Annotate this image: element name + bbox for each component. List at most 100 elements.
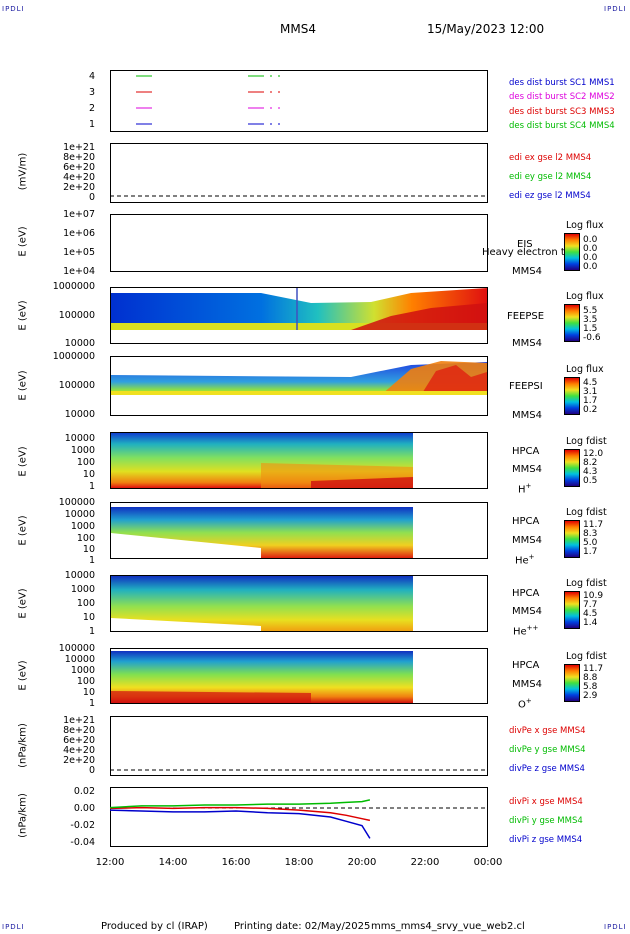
hpca-h-spectrogram (111, 433, 413, 488)
hpca-hepp-instrument: HPCA (512, 588, 540, 599)
edi-legend-y: edi ey gse l2 MMS4 (509, 172, 592, 182)
hpca-he-cb-val: 11.7 (583, 520, 604, 530)
hpca-h-cb-val: 12.0 (583, 449, 604, 459)
eis-instrument: EIS (517, 239, 533, 250)
panel-hpca-he (110, 502, 488, 559)
eis-cb-val: 0.0 (583, 253, 598, 263)
hpca-o-ytick: 10000 (64, 654, 95, 665)
hpca-o-species: O+ (518, 697, 532, 711)
edi-ytick: 8e+20 (63, 152, 95, 163)
divpe-ytick: 2e+20 (63, 755, 95, 766)
feepse-spectrogram (111, 288, 487, 343)
divpe-ytick: 6e+20 (63, 735, 95, 746)
eis-cb-val: 0.0 (583, 244, 598, 254)
edi-ytick: 4e+20 (63, 172, 95, 183)
feepsi-cb-val: 0.2 (583, 405, 598, 415)
xtick-2200: 22:00 (410, 857, 440, 868)
hpca-o-ytick: 100000 (58, 643, 95, 654)
hpca-o-ytick: 1000 (70, 665, 95, 676)
hpca-o-ytick: 100 (76, 676, 95, 687)
hpca-o-spacecraft: MMS4 (512, 679, 542, 690)
hpca-hepp-cb-title: Log fdist (566, 578, 607, 589)
edi-legend-x: edi ex gse l2 MMS4 (509, 153, 592, 163)
hpca-he-ytick: 10 (82, 544, 95, 555)
corner-logo-bottom-left: IPDLI (2, 923, 25, 931)
hpca-hepp-spectrogram (111, 576, 413, 631)
hpca-hepp-ytick: 100 (76, 598, 95, 609)
hpca-hepp-cb-val: 4.5 (583, 609, 598, 619)
divpi-plot (109, 799, 488, 839)
edi-ytick: 6e+20 (63, 162, 95, 173)
hpca-he-instrument: HPCA (512, 516, 540, 527)
hpca-o-cb-val: 5.8 (583, 682, 598, 692)
divpe-ytick: 4e+20 (63, 745, 95, 756)
divpi-ylabel: (nPa/km) (17, 793, 29, 838)
hpca-hepp-ylabel: E (eV) (17, 588, 29, 619)
burst-ytick-4: 4 (88, 71, 95, 82)
edi-ytick: 1e+21 (63, 142, 95, 153)
feepsi-spectrogram (111, 361, 487, 395)
footer-printing-date: Printing date: 02/May/2025 (234, 921, 371, 932)
hpca-hepp-species: He++ (513, 624, 539, 638)
hpca-he-ytick: 100000 (58, 497, 95, 508)
xtick-1600: 16:00 (221, 857, 251, 868)
panel-eis (110, 214, 488, 272)
hpca-h-ytick: 10000 (64, 433, 95, 444)
hpca-o-cb-title: Log fdist (566, 651, 607, 662)
hpca-hepp-cb-val: 7.7 (583, 600, 598, 610)
feepsi-cb-val: 3.1 (583, 387, 598, 397)
edi-ytick: 2e+20 (63, 182, 95, 193)
footer-script: mms_mms4_srvy_vue_web2.cl (371, 921, 525, 932)
hpca-hepp-ytick: 1 (88, 626, 95, 637)
divpi-legend-x: divPi x gse MMS4 (509, 797, 583, 807)
panel-hpca-o (110, 648, 488, 704)
hpca-h-ytick: 1000 (70, 445, 95, 456)
hpca-he-cb-bar (564, 520, 580, 558)
hpca-h-cb-val: 8.2 (583, 458, 598, 468)
edi-ytick: 0 (88, 192, 95, 203)
eis-ylabel: E (eV) (17, 226, 29, 257)
feepsi-cb-title: Log flux (566, 364, 604, 375)
footer-produced: Produced by cl (IRAP) (101, 921, 208, 932)
eis-cb-bar (564, 233, 580, 271)
burst-ytick-2: 2 (88, 103, 95, 114)
hpca-h-ytick: 100 (76, 457, 95, 468)
feepse-cb-val: 3.5 (583, 315, 598, 325)
divpi-ytick: 0.02 (73, 786, 95, 797)
hpca-h-ytick: 1 (88, 481, 95, 492)
hpca-h-cb-val: 4.3 (583, 467, 598, 477)
corner-logo-top-right: IPDLI (604, 5, 627, 13)
hpca-he-spectrogram (111, 507, 413, 558)
edi-zero-line (110, 195, 488, 197)
divpe-zero-line (110, 769, 488, 771)
divpe-ylabel: (nPa/km) (17, 723, 29, 768)
xtick-1400: 14:00 (158, 857, 188, 868)
hpca-he-ytick: 100 (76, 533, 95, 544)
hpca-he-cb-val: 8.3 (583, 529, 598, 539)
feepse-cb-title: Log flux (566, 291, 604, 302)
feepse-cb-val: 5.5 (583, 306, 598, 316)
feepsi-ytick: 10000 (64, 409, 95, 420)
xtick-2000: 20:00 (347, 857, 377, 868)
panel-feepse (110, 287, 488, 344)
datetime-title: 15/May/2023 12:00 (427, 22, 545, 36)
hpca-o-spectrogram (111, 651, 413, 703)
feepse-spacecraft: MMS4 (512, 338, 542, 349)
spacecraft-title: MMS4 (280, 22, 316, 36)
feepsi-cb-bar (564, 377, 580, 415)
feepsi-spacecraft: MMS4 (512, 410, 542, 421)
hpca-h-instrument: HPCA (512, 446, 540, 457)
panel-divpi (110, 787, 488, 847)
burst-legend-mms4: des dist burst SC4 MMS4 (509, 121, 615, 131)
hpca-he-ytick: 1 (88, 555, 95, 566)
feepse-ytick: 10000 (64, 338, 95, 349)
feepse-ytick: 1000000 (52, 281, 95, 292)
hpca-o-cb-val: 11.7 (583, 664, 604, 674)
hpca-hepp-ytick: 1000 (70, 584, 95, 595)
divpi-series-z (109, 809, 371, 839)
panel-hpca-h (110, 432, 488, 489)
feepsi-instrument: FEEPSI (509, 381, 543, 392)
burst-legend-mms3: des dist burst SC3 MMS3 (509, 107, 615, 117)
divpe-ytick: 8e+20 (63, 725, 95, 736)
panel-hpca-hepp (110, 575, 488, 632)
